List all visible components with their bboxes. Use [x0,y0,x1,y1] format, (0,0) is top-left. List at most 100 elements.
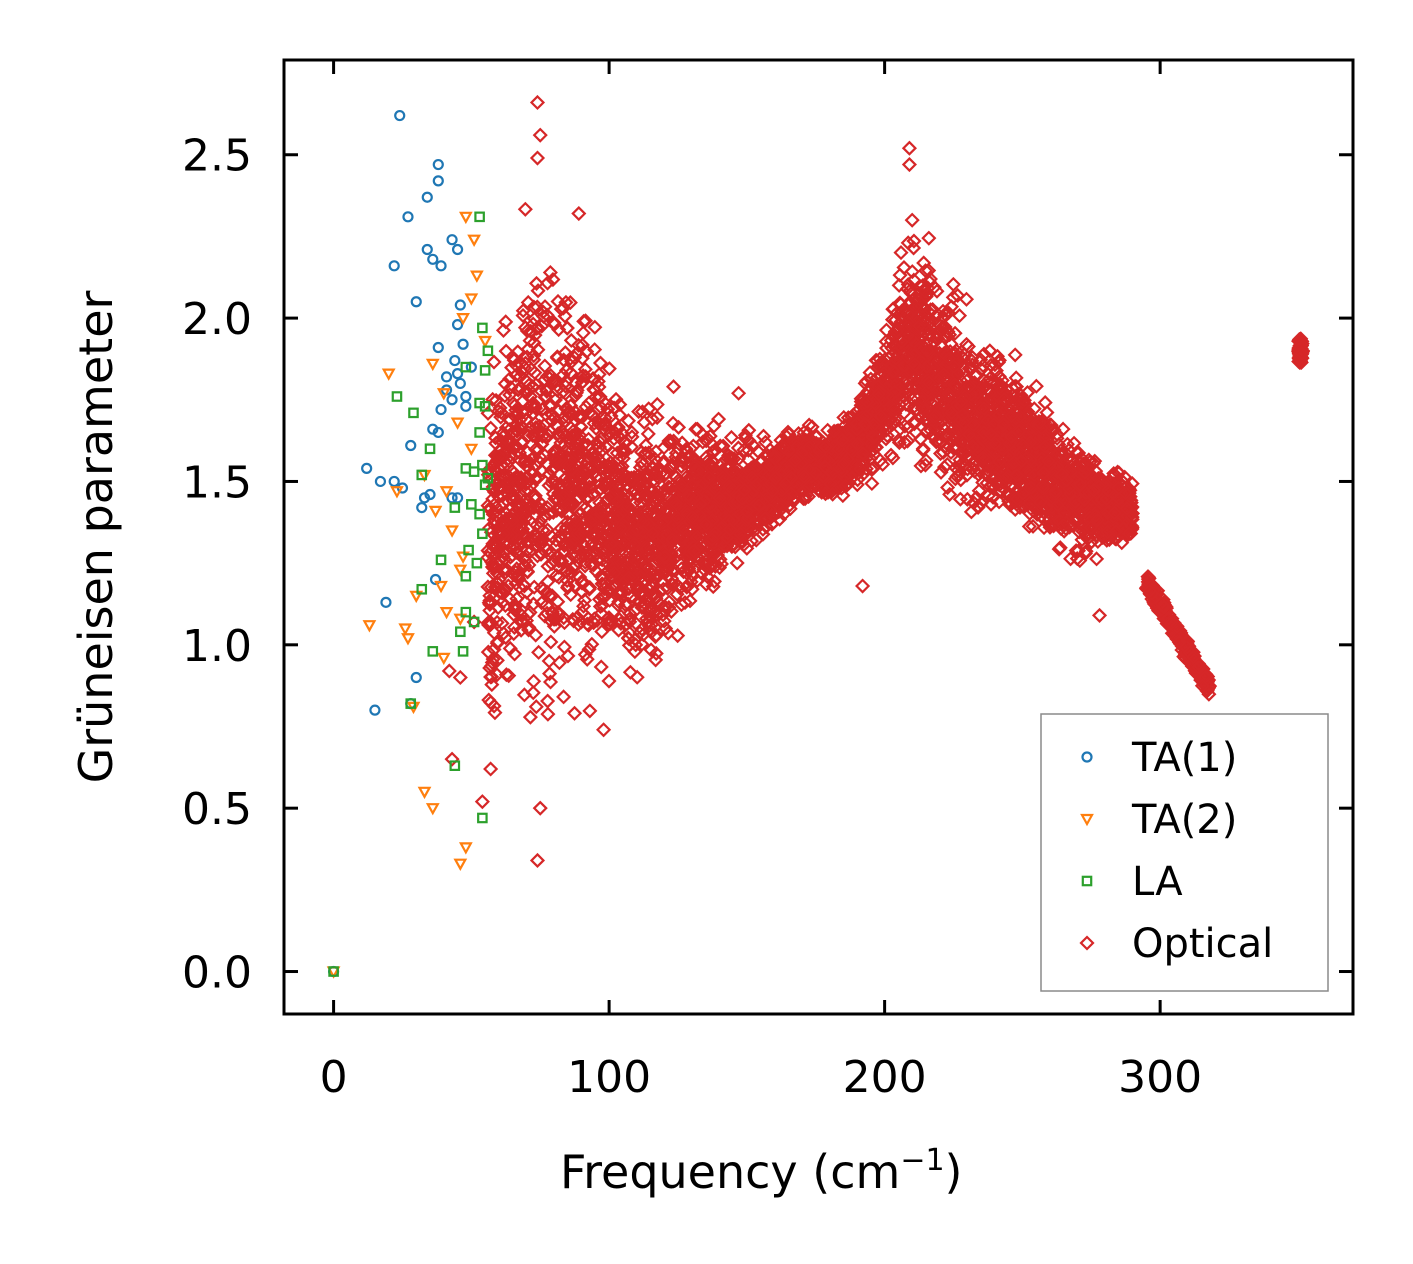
point-optical [528,627,544,643]
point-optical [896,434,912,450]
point-optical [1089,551,1105,567]
point-optical [1062,519,1078,535]
point-optical [539,275,556,291]
point-optical [540,693,556,709]
point-optical [547,392,563,408]
point-optical [508,540,524,556]
point-optical [958,336,975,352]
point-optical [640,426,656,442]
point-optical [624,424,640,440]
point-optical [525,316,541,332]
point-optical [610,477,626,493]
data-points-layer [326,94,1311,979]
point-optical [1071,445,1087,461]
point-optical [517,201,533,217]
point-optical [588,563,604,579]
point-optical [1055,421,1071,437]
point-optical [661,435,677,452]
point-optical [659,501,676,517]
point-optical [912,339,928,356]
point-optical [1016,392,1032,408]
point-optical [674,450,690,466]
point-optical [521,622,537,638]
point-optical [595,577,611,593]
point-optical [547,443,563,459]
point-optical [634,636,650,652]
point-optical [548,532,564,548]
point-optical [976,401,992,417]
point-optical [482,500,498,516]
point-optical [592,355,609,371]
point-optical [709,533,725,549]
point-optical [1012,499,1028,516]
point-optical [480,579,496,595]
point-optical [559,580,576,596]
point-optical [650,483,666,500]
point-optical [517,384,533,400]
point-optical [1003,435,1019,451]
point-optical [577,592,593,608]
point-optical [577,646,593,663]
point-optical [539,307,555,323]
point-optical [486,354,502,370]
point-optical [682,593,698,609]
point-optical [499,432,515,448]
point-optical [529,530,545,546]
point-optical [940,386,956,402]
point-optical [963,431,979,447]
point-optical [564,565,580,581]
point-optical [975,396,991,412]
point-optical [888,351,904,367]
point-optical [557,413,573,429]
point-optical [755,428,772,444]
point-optical [1027,435,1044,452]
point-optical [485,651,501,667]
point-optical [498,343,514,359]
point-optical [613,460,629,476]
point-optical [506,626,522,642]
point-optical [600,491,616,507]
point-optical [980,488,997,504]
point-optical [708,525,724,541]
point-optical [987,469,1004,485]
point-optical [617,597,633,613]
point-optical [814,438,830,454]
point-optical [601,610,617,626]
point-optical [656,483,672,499]
point-optical [921,230,937,246]
point-optical [509,405,525,422]
point-optical [980,452,996,468]
point-optical [826,423,842,439]
point-optical [989,375,1005,392]
point-optical [661,599,677,616]
point-optical [804,419,820,435]
point-optical [991,453,1007,470]
point-optical [904,212,920,228]
point-optical [1047,484,1063,500]
point-optical [667,563,683,579]
point-optical [964,360,980,376]
point-optical [820,469,836,485]
point-optical [704,437,720,453]
point-optical [781,443,797,459]
point-optical [542,666,558,682]
point-optical [663,603,679,619]
point-optical [530,283,546,299]
point-optical [518,613,535,629]
point-optical [927,334,943,350]
point-optical [913,431,929,447]
point-optical [1119,508,1135,524]
point-optical [564,560,580,576]
point-optical [996,417,1012,433]
point-optical [644,411,660,427]
point-optical [616,575,632,591]
point-optical [751,497,767,514]
point-optical [959,491,975,507]
point-optical [1087,453,1103,469]
point-optical [871,383,888,400]
point-optical [1105,468,1121,484]
point-optical [918,413,935,429]
point-optical [487,705,503,721]
point-optical [606,510,622,526]
point-optical [1074,457,1090,473]
